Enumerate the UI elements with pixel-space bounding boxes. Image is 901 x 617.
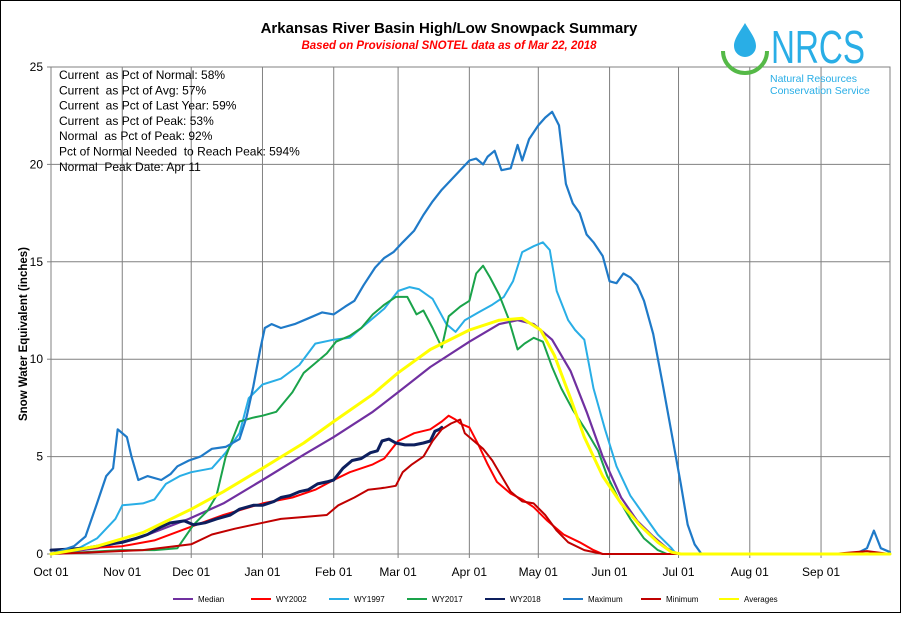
logo-line2: Conservation Service — [770, 85, 870, 97]
legend-label: Maximum — [588, 595, 623, 604]
arc-icon — [721, 50, 769, 75]
legend-label: WY2018 — [510, 595, 541, 604]
water-drop-icon — [734, 23, 756, 57]
stat-line: Current as Pct of Peak: 53% — [59, 114, 214, 128]
legend-label: WY1997 — [354, 595, 385, 604]
x-tick-label: Apr 01 — [452, 565, 488, 579]
x-tick-label: Nov 01 — [103, 565, 141, 579]
x-tick-label: Aug 01 — [731, 565, 769, 579]
x-tick-label: Dec 01 — [172, 565, 210, 579]
y-tick-label: 20 — [30, 157, 44, 171]
x-tick-label: Jun 01 — [592, 565, 628, 579]
y-tick-label: 15 — [30, 255, 44, 269]
y-axis-label: Snow Water Equivalent (inches) — [18, 247, 30, 421]
series-line-minimum — [50, 418, 891, 555]
series-line-wy2017 — [50, 264, 891, 555]
legend-label: WY2017 — [432, 595, 463, 604]
x-tick-label: Sep 01 — [802, 565, 840, 579]
stat-line: Normal Peak Date: Apr 11 — [59, 160, 201, 174]
legend: Median WY2002 WY1997 WY2017 WY2018 Maximum Min… — [173, 595, 778, 604]
legend-label: Averages — [744, 595, 778, 604]
plot-area — [50, 66, 891, 555]
stat-line: Normal as Pct of Peak: 92% — [59, 129, 213, 143]
stat-line: Current as Pct of Last Year: 59% — [59, 99, 237, 113]
series-line-wy2018 — [49, 425, 444, 552]
y-tick-label: 0 — [36, 547, 43, 561]
series-line-maximum — [49, 110, 892, 556]
stat-line: Current as Pct of Avg: 57% — [59, 83, 207, 97]
series-line-averages — [49, 316, 892, 556]
y-tick-label: 10 — [30, 352, 44, 366]
legend-label: Median — [198, 595, 224, 604]
y-tick-label: 5 — [36, 450, 43, 464]
chart-title: Arkansas River Basin High/Low Snowpack S… — [261, 20, 638, 37]
x-axis-ticks: Oct 01 Nov 01 Dec 01 Jan 01 Feb 01 Mar 01 Apr … — [33, 554, 840, 579]
stat-line: Current as Pct of Normal: 58% — [59, 68, 225, 82]
y-tick-label: 25 — [30, 60, 44, 74]
x-tick-label: Feb 01 — [315, 565, 353, 579]
logo-text: NRCS — [771, 21, 865, 73]
series-line-wy1997 — [50, 241, 891, 555]
nrcs-logo: NRCS Natural Resources Conservation Serv… — [721, 21, 870, 97]
x-tick-label: Jan 01 — [244, 565, 280, 579]
y-axis-ticks: 0 5 10 15 20 25 — [30, 60, 51, 561]
x-tick-label: Jul 01 — [663, 565, 695, 579]
stats-block: Current as Pct of Normal: 58%Current as … — [59, 68, 300, 174]
x-tick-label: Mar 01 — [379, 565, 417, 579]
logo-line1: Natural Resources — [770, 73, 857, 85]
legend-label: WY2002 — [276, 595, 307, 604]
x-tick-label: May 01 — [519, 565, 559, 579]
chart-subtitle: Based on Provisional SNOTEL data as of M… — [301, 40, 597, 52]
series-lines — [49, 110, 892, 556]
legend-label: Minimum — [666, 595, 699, 604]
x-tick-label: Oct 01 — [33, 565, 69, 579]
stat-line: Pct of Normal Needed to Reach Peak: 594% — [59, 145, 300, 159]
series-line-wy2002 — [50, 414, 891, 555]
